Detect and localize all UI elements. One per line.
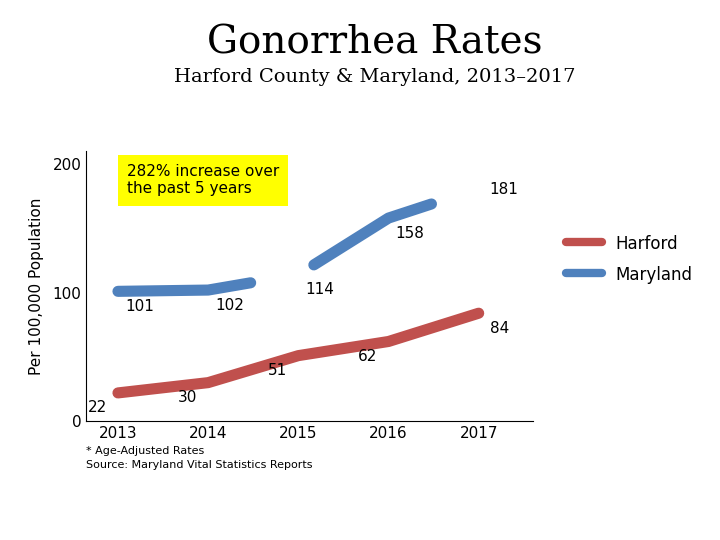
Text: 49: 49 — [22, 510, 43, 525]
Text: Harford County & Maryland, 2013–2017: Harford County & Maryland, 2013–2017 — [174, 68, 575, 85]
Text: 84: 84 — [490, 321, 509, 336]
Text: 282% increase over
the past 5 years: 282% increase over the past 5 years — [127, 164, 279, 197]
Text: 114: 114 — [305, 282, 334, 297]
Legend: Harford, Maryland: Harford, Maryland — [559, 228, 699, 291]
Text: 101: 101 — [125, 299, 154, 314]
Text: 30: 30 — [178, 390, 197, 405]
Text: 158: 158 — [395, 226, 424, 240]
Text: Gonorrhea Rates: Gonorrhea Rates — [207, 24, 542, 62]
Text: 51: 51 — [268, 363, 287, 378]
Text: 181: 181 — [490, 182, 518, 197]
Y-axis label: Per 100,000 Population: Per 100,000 Population — [30, 198, 45, 375]
Text: Source: Maryland Vital Statistics Reports: Source: Maryland Vital Statistics Report… — [86, 460, 313, 470]
Text: 62: 62 — [358, 349, 377, 364]
Text: * Age-Adjusted Rates: * Age-Adjusted Rates — [86, 446, 204, 456]
Text: 22: 22 — [87, 400, 107, 415]
Text: 102: 102 — [215, 298, 244, 313]
